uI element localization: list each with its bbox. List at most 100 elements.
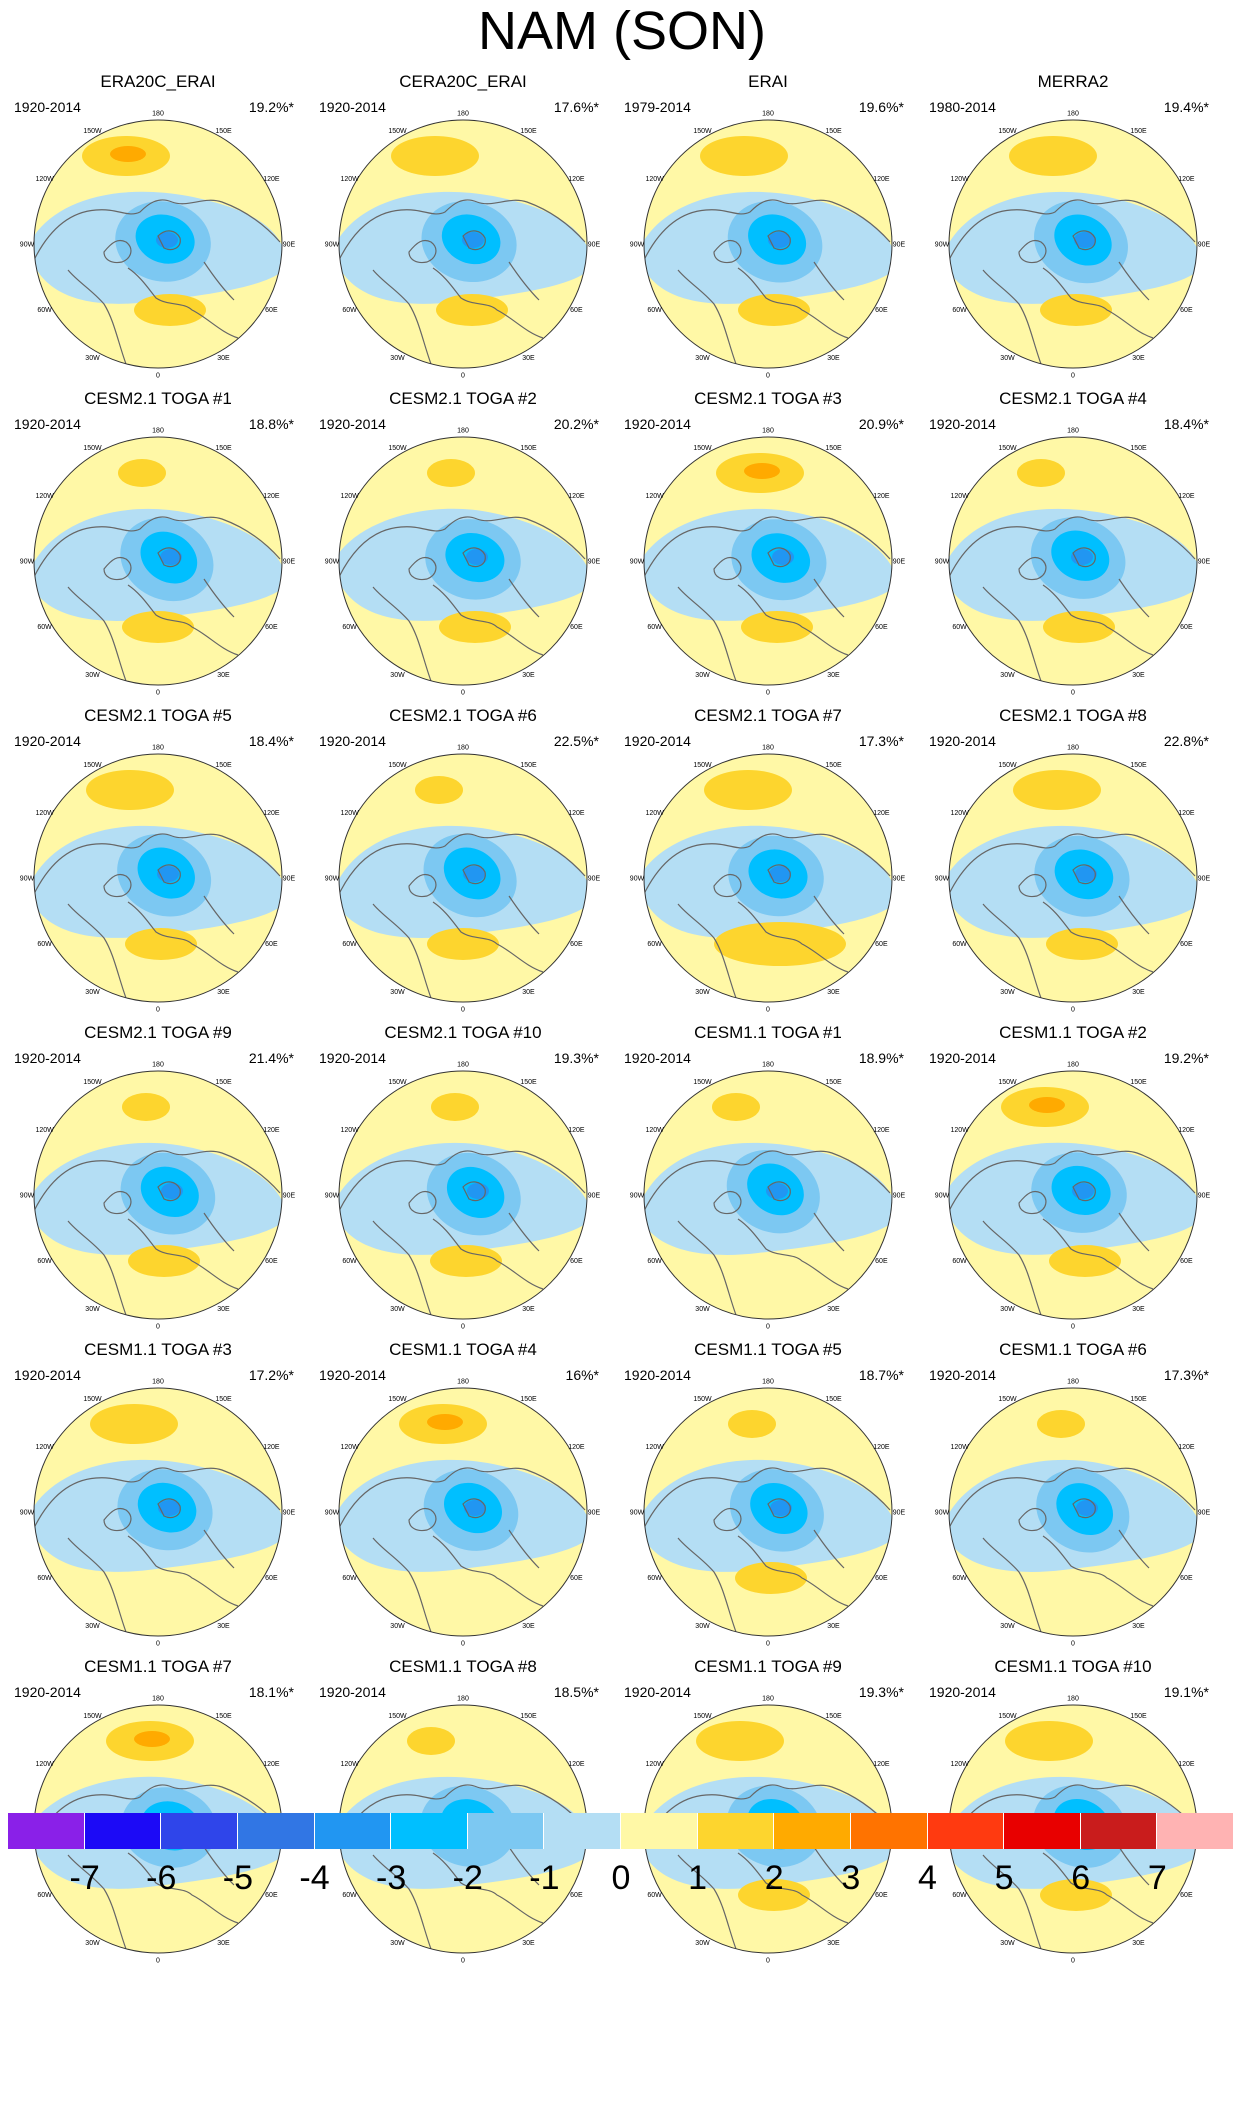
pacific-positive — [1037, 1410, 1085, 1438]
longitude-label: 90E — [588, 876, 601, 883]
polar-map: 180 150E 120E 90E 60E 30E 0 30W 60W 90W 120W 150W — [325, 111, 601, 380]
longitude-label: 30W — [85, 1940, 100, 1947]
longitude-label: 180 — [762, 1696, 774, 1703]
longitude-label: 120E — [263, 1127, 280, 1134]
polar-map: 180 150E 120E 90E 60E 30E 0 30W 60W 90W 120W 150W — [325, 428, 601, 697]
longitude-label: 150W — [693, 445, 712, 452]
map-border — [948, 1070, 1198, 1320]
longitude-label: 30E — [522, 355, 535, 362]
pacific-positive — [1005, 1721, 1093, 1761]
coastlines — [644, 516, 891, 682]
panel-period: 1920-2014 — [14, 1050, 81, 1066]
longitude-label: 30W — [695, 672, 710, 679]
longitude-label: 30W — [1000, 355, 1015, 362]
polar-map: 180 150E 120E 90E 60E 30E 0 30W 60W 90W 120W 150W — [325, 1062, 601, 1331]
longitude-label: 30W — [390, 989, 405, 996]
panel-period: 1920-2014 — [929, 1050, 996, 1066]
colorbar-swatch — [314, 1813, 392, 1849]
longitude-label: 60W — [342, 307, 357, 314]
colorbar-tick-label: -5 — [222, 1859, 253, 1897]
longitude-label: 0 — [156, 1641, 160, 1648]
panel-title: CESM2.1 TOGA #4 — [999, 389, 1147, 408]
map-panel: CESM2.1 TOGA #2 1920-2014 20.2%* 180 150E 120… — [313, 389, 613, 707]
panel-variance: 18.8%* — [248, 416, 294, 432]
longitude-label: 180 — [152, 1062, 164, 1069]
atlantic-positive — [1046, 928, 1118, 960]
colorbar-tick-label: -6 — [146, 1859, 177, 1897]
longitude-label: 120E — [568, 493, 585, 500]
atlantic-positive — [1040, 294, 1112, 326]
atlantic-positive — [741, 611, 813, 643]
longitude-label: 0 — [156, 1324, 160, 1331]
map-panel: CESM1.1 TOGA #2 1920-2014 19.2%* 180 150E 120… — [923, 1023, 1223, 1341]
longitude-label: 30E — [1132, 1306, 1145, 1313]
longitude-label: 150E — [215, 762, 232, 769]
map-panel: CESM1.1 TOGA #6 1920-2014 17.3%* 180 150E 120… — [923, 1340, 1223, 1658]
longitude-label: 120W — [645, 493, 664, 500]
map-border — [338, 1387, 588, 1637]
longitude-label: 120W — [950, 1444, 969, 1451]
panel-period: 1920-2014 — [624, 733, 691, 749]
pacific-positive — [1009, 136, 1097, 176]
map-border — [643, 753, 893, 1003]
longitude-label: 30E — [522, 672, 535, 679]
longitude-label: 180 — [1067, 428, 1079, 435]
anomaly-field — [949, 120, 1197, 368]
coastlines — [34, 1150, 281, 1316]
map-border — [948, 753, 1198, 1003]
longitude-label: 60W — [37, 941, 52, 948]
longitude-label: 60W — [952, 1258, 967, 1265]
pacific-positive-core — [744, 463, 780, 479]
longitude-label: 150W — [998, 1713, 1017, 1720]
panel-period: 1920-2014 — [319, 1367, 386, 1383]
longitude-label: 60E — [1180, 941, 1193, 948]
anomaly-field — [34, 1388, 282, 1636]
longitude-label: 180 — [1067, 1062, 1079, 1069]
map-border — [338, 119, 588, 369]
coastlines — [949, 516, 1196, 682]
longitude-label: 150E — [1130, 1713, 1147, 1720]
longitude-label: 150W — [83, 762, 102, 769]
longitude-label: 60W — [647, 1258, 662, 1265]
longitude-label: 120E — [568, 1444, 585, 1451]
anomaly-field — [644, 1388, 892, 1636]
longitude-label: 120E — [873, 810, 890, 817]
anomaly-field — [949, 437, 1197, 685]
polar-map: 180 150E 120E 90E 60E 30E 0 30W 60W 90W 120W 150W — [630, 1062, 906, 1331]
pacific-positive-core — [134, 1731, 170, 1747]
longitude-label: 0 — [766, 1324, 770, 1331]
longitude-label: 90W — [20, 559, 35, 566]
panel-title: CESM2.1 TOGA #3 — [694, 389, 842, 408]
longitude-label: 30E — [827, 989, 840, 996]
longitude-label: 120W — [340, 810, 359, 817]
longitude-label: 0 — [1071, 373, 1075, 380]
longitude-label: 30W — [85, 1623, 100, 1630]
longitude-label: 30E — [827, 1940, 840, 1947]
map-panel: ERA20C_ERAI 1920-2014 19.2%* 180 150E 120E 90E… — [8, 72, 308, 390]
longitude-label: 60E — [570, 1258, 583, 1265]
atlantic-positive — [439, 611, 511, 643]
longitude-label: 30E — [217, 1623, 230, 1630]
polar-map: 180 150E 120E 90E 60E 30E 0 30W 60W 90W 120W 150W — [20, 428, 296, 697]
negative-center — [161, 1183, 183, 1199]
panel-variance: 20.2%* — [553, 416, 599, 432]
longitude-label: 90W — [935, 1193, 950, 1200]
colorbar-swatch — [1080, 1813, 1158, 1849]
colorbar-tick-label: 0 — [611, 1859, 631, 1897]
anomaly-field — [339, 437, 587, 685]
longitude-label: 60E — [265, 1258, 278, 1265]
longitude-label: 150E — [825, 1713, 842, 1720]
polar-map: 180 150E 120E 90E 60E 30E 0 30W 60W 90W 120W 150W — [325, 745, 601, 1014]
longitude-label: 90E — [283, 559, 296, 566]
longitude-label: 60E — [875, 307, 888, 314]
map-panel: CESM2.1 TOGA #5 1920-2014 18.4%* 180 150E 120… — [8, 706, 308, 1024]
panel-period: 1920-2014 — [14, 1684, 81, 1700]
longitude-label: 150E — [215, 1396, 232, 1403]
longitude-label: 30W — [85, 355, 100, 362]
longitude-label: 30W — [1000, 1306, 1015, 1313]
longitude-label: 150W — [388, 1396, 407, 1403]
map-border — [948, 436, 1198, 686]
longitude-label: 30E — [1132, 1623, 1145, 1630]
pacific-positive — [700, 136, 788, 176]
longitude-label: 120E — [568, 1761, 585, 1768]
